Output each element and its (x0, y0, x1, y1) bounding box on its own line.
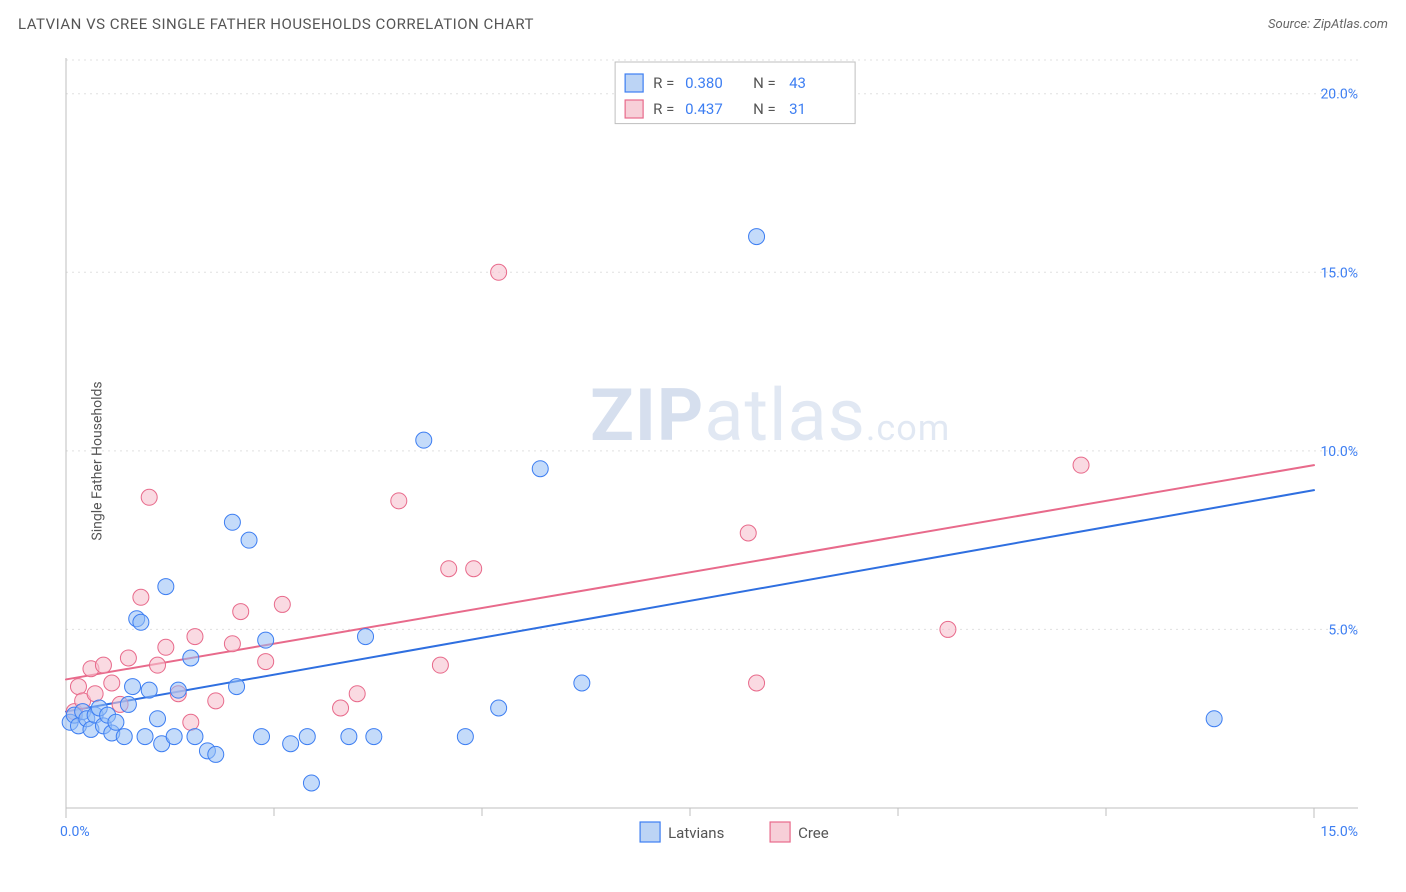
svg-text:N =: N = (753, 100, 776, 118)
svg-text:15.0%: 15.0% (1320, 265, 1358, 281)
svg-text:0.380: 0.380 (685, 74, 723, 92)
svg-text:Cree: Cree (798, 824, 829, 842)
svg-text:43: 43 (789, 74, 806, 92)
y-axis-label: Single Father Households (90, 381, 106, 540)
svg-text:5.0%: 5.0% (1328, 622, 1358, 638)
svg-text:10.0%: 10.0% (1320, 444, 1358, 460)
svg-text:N =: N = (753, 74, 776, 92)
chart-title: LATVIAN VS CREE SINGLE FATHER HOUSEHOLDS… (18, 15, 534, 33)
scatter-plot: 5.0% 10.0% 15.0% 20.0% 0.0% 15.0% R = 0.380 N = 4… (18, 48, 1358, 868)
svg-text:20.0%: 20.0% (1320, 87, 1358, 103)
source-label: Source: ZipAtlas.com (1268, 17, 1388, 32)
svg-text:R =: R = (653, 74, 674, 92)
svg-text:31: 31 (789, 100, 806, 118)
svg-text:R =: R = (653, 100, 674, 118)
svg-text:0.0%: 0.0% (60, 824, 90, 840)
svg-text:15.0%: 15.0% (1320, 824, 1358, 840)
svg-text:Latvians: Latvians (668, 824, 724, 842)
svg-text:0.437: 0.437 (685, 100, 723, 118)
